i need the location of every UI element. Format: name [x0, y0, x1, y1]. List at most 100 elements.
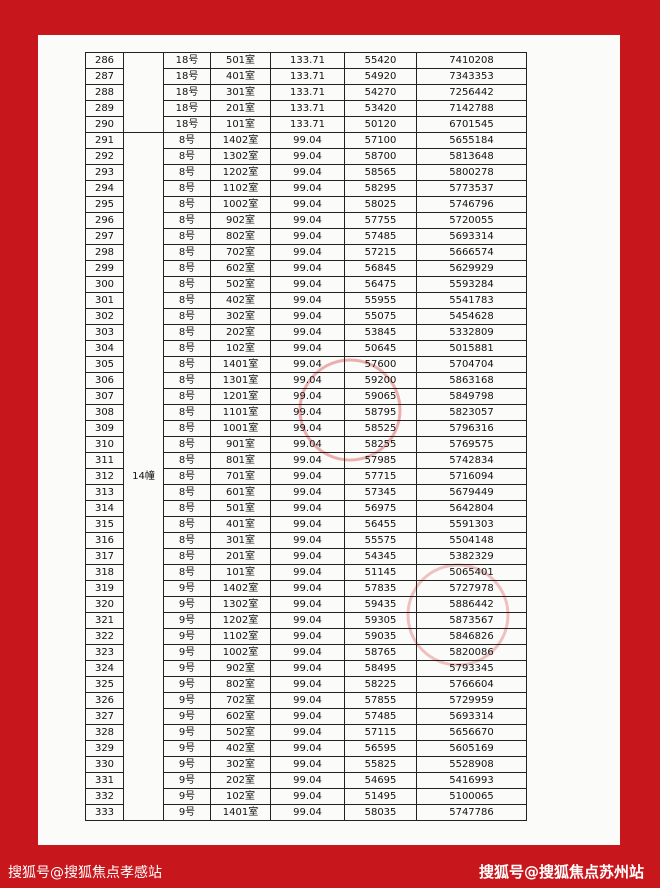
unit-price: 58495 [344, 660, 417, 677]
room: 1102室 [210, 628, 271, 645]
unit-price: 50645 [344, 340, 417, 357]
unit-building: 8号 [163, 260, 211, 277]
unit-building: 9号 [163, 772, 211, 789]
unit-building: 9号 [163, 660, 211, 677]
total-price: 5454628 [416, 308, 527, 325]
table-row: 320 9号 1302室 99.04 59435 5886442 [85, 596, 527, 613]
unit-price: 58035 [344, 804, 417, 821]
table-row: 330 9号 302室 99.04 55825 5528908 [85, 756, 527, 773]
row-index: 301 [85, 292, 124, 309]
row-index: 324 [85, 660, 124, 677]
unit-building: 8号 [163, 212, 211, 229]
room: 602室 [210, 708, 271, 725]
unit-building: 8号 [163, 148, 211, 165]
unit-price: 50120 [344, 116, 417, 133]
unit-price: 57985 [344, 452, 417, 469]
table-row: 333 9号 1401室 99.04 58035 5747786 [85, 804, 527, 821]
unit-price: 54695 [344, 772, 417, 789]
total-price: 5642804 [416, 500, 527, 517]
row-index: 312 [85, 468, 124, 485]
room: 901室 [210, 436, 271, 453]
area: 99.04 [270, 516, 345, 533]
unit-price: 57715 [344, 468, 417, 485]
total-price: 5593284 [416, 276, 527, 293]
unit-building: 18号 [163, 52, 211, 69]
table-row: 318 8号 101室 99.04 51145 5065401 [85, 564, 527, 581]
area: 99.04 [270, 500, 345, 517]
total-price: 5813648 [416, 148, 527, 165]
total-price: 5747786 [416, 804, 527, 821]
row-index: 304 [85, 340, 124, 357]
area: 99.04 [270, 212, 345, 229]
table-row: 317 8号 201室 99.04 54345 5382329 [85, 548, 527, 565]
row-index: 330 [85, 756, 124, 773]
unit-price: 59200 [344, 372, 417, 389]
unit-building: 8号 [163, 516, 211, 533]
total-price: 5863168 [416, 372, 527, 389]
room: 1401室 [210, 356, 271, 373]
room: 801室 [210, 452, 271, 469]
room: 1302室 [210, 148, 271, 165]
total-price: 5720055 [416, 212, 527, 229]
table-row: 323 9号 1002室 99.04 58765 5820086 [85, 644, 527, 661]
room: 301室 [210, 84, 271, 101]
unit-price: 57755 [344, 212, 417, 229]
unit-building: 8号 [163, 372, 211, 389]
total-price: 5666574 [416, 244, 527, 261]
total-price: 5382329 [416, 548, 527, 565]
room: 902室 [210, 660, 271, 677]
area: 99.04 [270, 356, 345, 373]
total-price: 5332809 [416, 324, 527, 341]
total-price: 6701545 [416, 116, 527, 133]
area: 99.04 [270, 292, 345, 309]
row-index: 311 [85, 452, 124, 469]
area: 99.04 [270, 548, 345, 565]
total-price: 5800278 [416, 164, 527, 181]
total-price: 7142788 [416, 100, 527, 117]
unit-building: 8号 [163, 340, 211, 357]
table-row: 286 18号 501室 133.71 55420 7410208 [85, 52, 527, 133]
row-index: 333 [85, 804, 124, 821]
room: 401室 [210, 516, 271, 533]
area: 99.04 [270, 340, 345, 357]
row-index: 331 [85, 772, 124, 789]
area: 99.04 [270, 484, 345, 501]
room: 1002室 [210, 644, 271, 661]
area: 99.04 [270, 804, 345, 821]
row-index: 300 [85, 276, 124, 293]
total-price: 5729959 [416, 692, 527, 709]
room: 802室 [210, 676, 271, 693]
total-price: 5746796 [416, 196, 527, 213]
unit-price: 59065 [344, 388, 417, 405]
table-row: 311 8号 801室 99.04 57985 5742834 [85, 452, 527, 469]
row-index: 318 [85, 564, 124, 581]
row-index: 295 [85, 196, 124, 213]
area: 133.71 [270, 100, 345, 117]
total-price: 7343353 [416, 68, 527, 85]
table-row: 293 8号 1202室 99.04 58565 5800278 [85, 164, 527, 181]
row-index: 308 [85, 404, 124, 421]
unit-price: 58255 [344, 436, 417, 453]
area: 99.04 [270, 164, 345, 181]
total-price: 5629929 [416, 260, 527, 277]
unit-price: 57345 [344, 484, 417, 501]
unit-building: 8号 [163, 420, 211, 437]
table-row: 294 8号 1102室 99.04 58295 5773537 [85, 180, 527, 197]
total-price: 5727978 [416, 580, 527, 597]
unit-price: 58565 [344, 164, 417, 181]
row-index: 320 [85, 596, 124, 613]
room: 1101室 [210, 404, 271, 421]
unit-price: 54920 [344, 68, 417, 85]
total-price: 5873567 [416, 612, 527, 629]
unit-building: 9号 [163, 740, 211, 757]
row-index: 316 [85, 532, 124, 549]
row-index: 321 [85, 612, 124, 629]
unit-price: 57115 [344, 724, 417, 741]
area: 99.04 [270, 660, 345, 677]
table-row: 322 9号 1102室 99.04 59035 5846826 [85, 628, 527, 645]
unit-price: 55955 [344, 292, 417, 309]
unit-building: 8号 [163, 356, 211, 373]
table-row: 296 8号 902室 99.04 57755 5720055 [85, 212, 527, 229]
unit-price: 59305 [344, 612, 417, 629]
area: 99.04 [270, 756, 345, 773]
